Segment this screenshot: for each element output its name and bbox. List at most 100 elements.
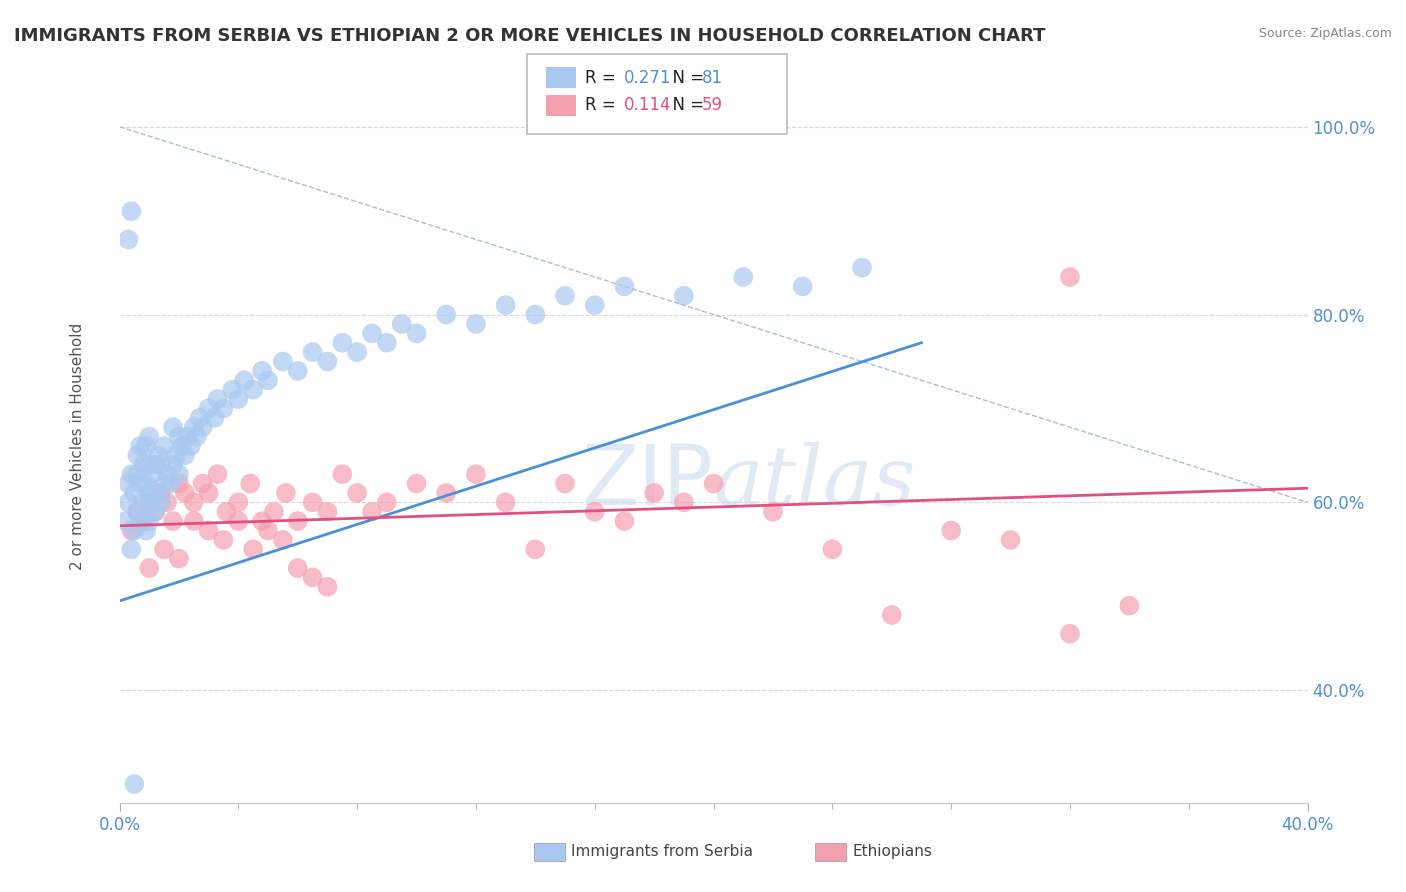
Point [464,317,488,331]
Point [316,580,339,594]
Point [1059,627,1081,641]
Point [138,514,160,528]
Point [135,439,157,453]
Point [183,495,205,509]
Point [177,429,200,443]
Point [495,495,517,509]
Point [204,410,226,425]
Point [150,458,173,472]
Point [138,495,160,509]
Point [405,326,427,341]
Point [554,476,576,491]
Point [143,505,166,519]
Text: N =: N = [662,96,710,114]
Point [127,505,149,519]
Point [257,373,280,387]
Point [405,476,427,491]
Point [643,486,665,500]
Text: 2 or more Vehicles in Household: 2 or more Vehicles in Household [70,322,84,570]
Point [143,505,166,519]
Point [191,420,214,434]
Point [138,486,160,500]
Point [233,373,256,387]
Point [330,467,353,482]
Point [117,232,139,246]
Point [250,514,273,528]
Point [851,260,873,275]
Point [120,467,142,482]
Point [180,439,202,453]
Point [191,476,214,491]
Text: 0.114: 0.114 [624,96,672,114]
Point [124,486,146,500]
Point [162,514,184,528]
Point [173,449,195,463]
Text: Ethiopians: Ethiopians [852,845,932,859]
Point [207,467,229,482]
Point [228,514,250,528]
Point [1000,533,1022,547]
Point [762,505,785,519]
Point [271,354,294,368]
Point [287,364,309,378]
Point [117,495,139,509]
Point [135,476,157,491]
Point [150,486,173,500]
Point [120,524,142,538]
Point [207,392,229,406]
Point [346,345,368,359]
Point [197,486,219,500]
Point [613,514,636,528]
Point [146,486,169,500]
Text: R =: R = [585,96,621,114]
Point [287,514,309,528]
Point [117,476,139,491]
Point [271,533,294,547]
Point [132,458,155,472]
Point [153,542,176,557]
Text: N =: N = [662,69,710,87]
Point [301,345,323,359]
Point [228,392,250,406]
Point [613,279,636,293]
Point [301,495,323,509]
Point [129,476,152,491]
Point [434,308,457,322]
Point [153,476,176,491]
Point [301,570,323,584]
Text: Immigrants from Serbia: Immigrants from Serbia [571,845,752,859]
Point [524,542,547,557]
Point [124,524,146,538]
Point [250,364,273,378]
Point [391,317,413,331]
Point [138,561,160,575]
Point [186,429,208,443]
Point [141,467,163,482]
Text: ZIP: ZIP [582,442,714,522]
Point [138,429,160,443]
Point [150,495,173,509]
Point [167,476,190,491]
Point [212,401,235,416]
Point [197,401,219,416]
Point [464,467,488,482]
Point [141,495,163,509]
Point [165,449,187,463]
Point [434,486,457,500]
Point [733,270,755,285]
Point [183,514,205,528]
Point [941,524,963,538]
Point [821,542,844,557]
Point [361,505,384,519]
Point [167,551,190,566]
Point [287,561,309,575]
Point [228,495,250,509]
Point [127,467,149,482]
Point [170,439,193,453]
Point [167,467,190,482]
Point [361,326,384,341]
Point [221,383,243,397]
Text: R =: R = [585,69,621,87]
Point [212,533,235,547]
Point [129,514,152,528]
